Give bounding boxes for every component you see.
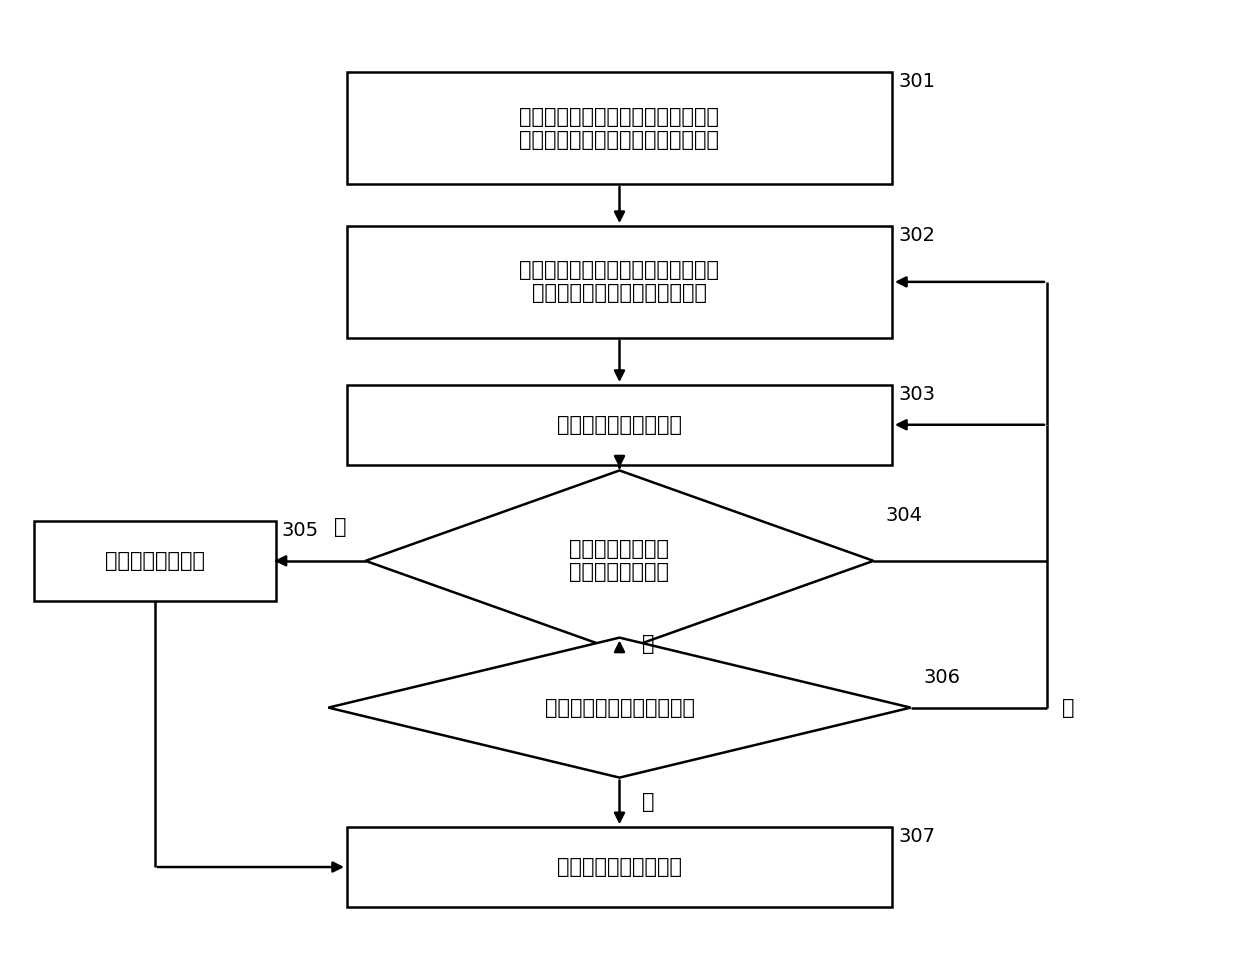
Text: 303: 303 bbox=[898, 385, 935, 404]
FancyBboxPatch shape bbox=[347, 73, 892, 185]
Text: 306: 306 bbox=[923, 668, 960, 686]
Text: 是: 是 bbox=[335, 516, 347, 537]
Text: 305: 305 bbox=[281, 521, 318, 540]
Text: 是: 是 bbox=[642, 792, 654, 813]
Text: 304: 304 bbox=[886, 505, 923, 525]
Text: 解析目标频点上的小区: 解析目标频点上的小区 bbox=[558, 415, 681, 434]
Text: 按照频段优先级由高到低的顺序依次
搜索所述至少一个频段中的频点: 按照频段优先级由高到低的顺序依次 搜索所述至少一个频段中的频点 bbox=[519, 260, 720, 303]
Polygon shape bbox=[328, 638, 911, 778]
Text: 基于频段优先级信息，确定所述终端
设备待搜索的至少一个频段的优先级: 基于频段优先级信息，确定所述终端 设备待搜索的至少一个频段的优先级 bbox=[519, 107, 720, 150]
FancyBboxPatch shape bbox=[347, 385, 892, 465]
Text: 302: 302 bbox=[898, 226, 935, 245]
FancyBboxPatch shape bbox=[347, 226, 892, 338]
Text: 判断当前频段是否搜索完毕: 判断当前频段是否搜索完毕 bbox=[544, 698, 695, 717]
Text: 判断目标小区是否
满足小区驻留条件: 判断目标小区是否 满足小区驻留条件 bbox=[570, 539, 669, 582]
FancyBboxPatch shape bbox=[33, 521, 275, 601]
Text: 否: 否 bbox=[1062, 698, 1074, 717]
Text: 否: 否 bbox=[642, 635, 654, 654]
Text: 307: 307 bbox=[898, 827, 935, 847]
Polygon shape bbox=[366, 470, 873, 651]
Text: 选择优先级次之的频段: 选择优先级次之的频段 bbox=[558, 857, 681, 877]
Text: 301: 301 bbox=[898, 73, 935, 91]
Text: 选择目标小区驻留: 选择目标小区驻留 bbox=[105, 551, 204, 571]
FancyBboxPatch shape bbox=[347, 827, 892, 907]
